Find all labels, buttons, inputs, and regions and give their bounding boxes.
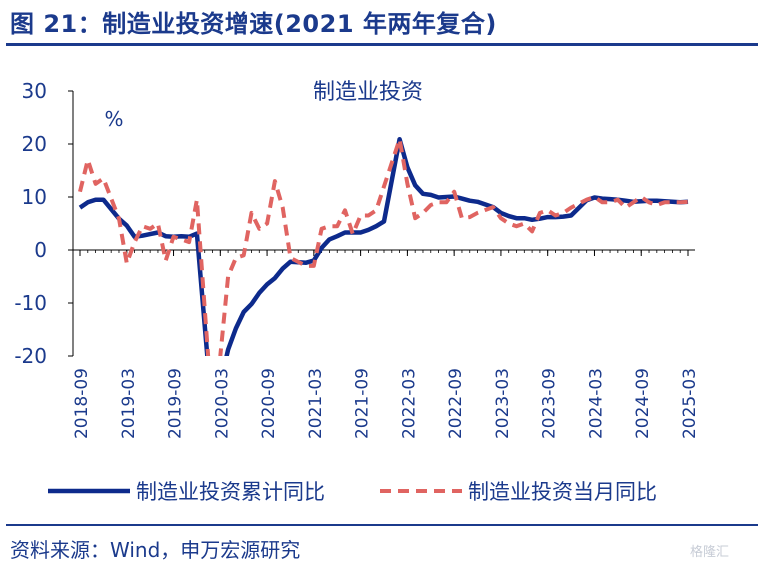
x-tick-label: 2022-09: [446, 368, 466, 439]
y-tick-label: -20: [14, 344, 47, 368]
x-tick-label: 2022-03: [399, 368, 419, 439]
series-monthly-line: [78, 137, 689, 356]
y-tick-label: 10: [22, 185, 47, 209]
title-divider: [6, 43, 758, 46]
legend-label-cumulative: 制造业投资累计同比: [136, 480, 325, 504]
series-lines: [78, 136, 689, 356]
x-tick-label: 2024-09: [633, 368, 653, 439]
x-tick-label: 2021-03: [306, 368, 326, 439]
x-tick-label: 2024-03: [586, 368, 606, 439]
x-tick-label: 2023-09: [540, 368, 560, 439]
axes: 30 20 10 0 -10 -20 2018-09 2019-03 2019-09 2020-0…: [14, 79, 700, 439]
x-tick-label: 2019-03: [119, 368, 139, 439]
x-tick-label: 2018-09: [72, 368, 92, 439]
x-tick-label: 2025-03: [680, 368, 700, 439]
y-tick-label: 0: [34, 238, 47, 262]
footer-divider: [6, 524, 758, 526]
x-tick-label: 2020-09: [259, 368, 279, 439]
x-tick-label: 2020-03: [212, 368, 232, 439]
x-tick-label: 2023-03: [493, 368, 513, 439]
y-tick-label: 20: [22, 132, 47, 156]
y-axis-unit-label: %: [104, 107, 123, 131]
legend: 制造业投资累计同比 制造业投资当月同比: [48, 480, 657, 504]
line-chart: 制造业投资 % 30 20 10 0 -10 -20 2018-09 2019-03 2019-…: [14, 79, 700, 504]
x-tick-label: 2019-09: [166, 368, 186, 439]
legend-label-monthly: 制造业投资当月同比: [468, 480, 657, 504]
y-tick-label: -10: [14, 291, 47, 315]
y-tick-label: 30: [22, 79, 47, 103]
watermark: 格隆汇: [690, 545, 730, 560]
chart-title: 制造业投资: [313, 80, 423, 105]
figure-title: 图 21：制造业投资增速(2021 年两年复合): [10, 10, 497, 38]
source-note: 资料来源：Wind，申万宏源研究: [10, 538, 301, 562]
x-tick-label: 2021-09: [353, 368, 373, 439]
